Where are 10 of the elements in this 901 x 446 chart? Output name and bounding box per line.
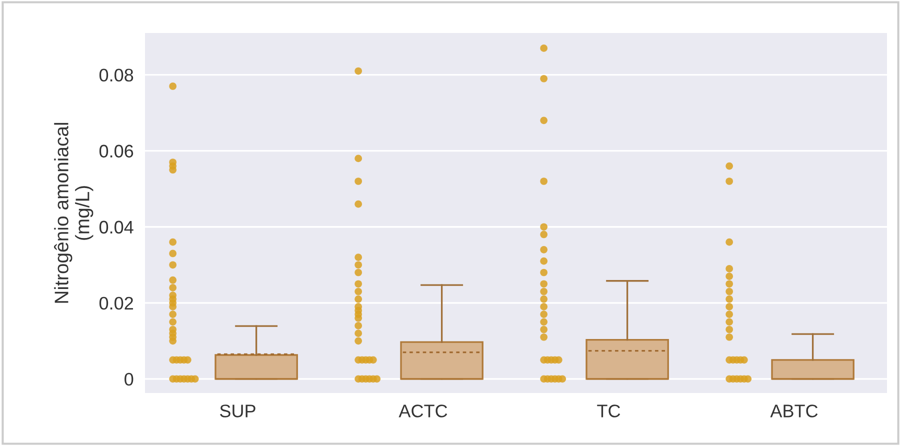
y-tick-label: 0 [124, 372, 134, 386]
y-tick-label: 0.08 [99, 68, 134, 82]
x-tick-label: SUP [220, 404, 256, 418]
y-axis-title: Nitrogênio amoniacal (mg/L) [54, 122, 94, 303]
y-tick-label: 0.06 [99, 144, 134, 158]
y-tick-label: 0.02 [99, 296, 133, 310]
y-tick-label: 0.04 [99, 220, 134, 234]
x-tick-label: ABTC [770, 404, 818, 418]
x-tick-label: TC [597, 404, 620, 418]
x-tick-label: ACTC [398, 404, 448, 418]
